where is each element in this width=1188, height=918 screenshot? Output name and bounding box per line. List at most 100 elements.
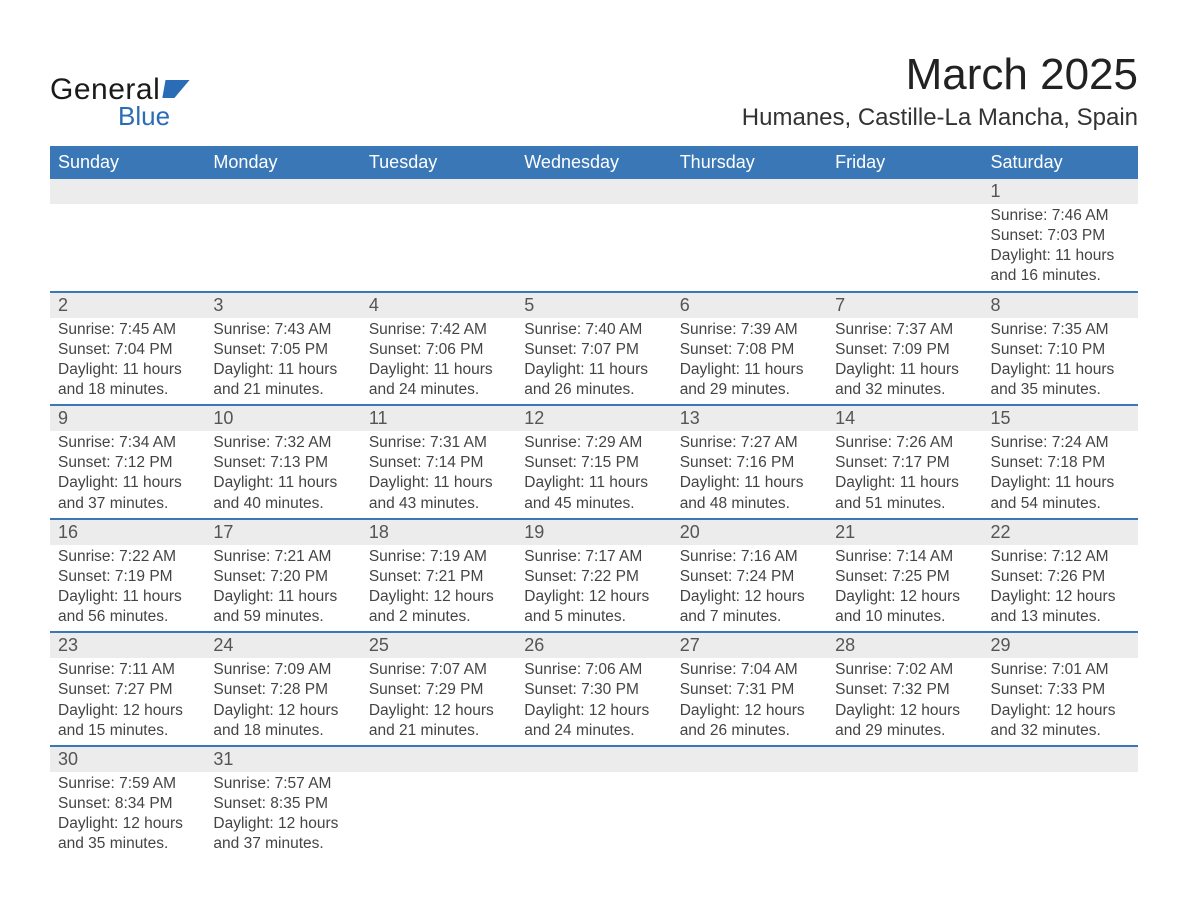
calendar-header-row: SundayMondayTuesdayWednesdayThursdayFrid… <box>50 146 1138 179</box>
calendar-day-cell: 1Sunrise: 7:46 AMSunset: 7:03 PMDaylight… <box>983 179 1138 292</box>
sunset-text: Sunset: 7:07 PM <box>524 340 663 360</box>
daylight-text-1: Daylight: 12 hours <box>369 587 508 607</box>
day-number <box>361 179 516 204</box>
page-header: General Blue March 2025 Humanes, Castill… <box>50 50 1138 132</box>
daylight-text-2: and 24 minutes. <box>369 380 508 400</box>
day-data <box>205 204 360 291</box>
day-number: 29 <box>983 633 1138 658</box>
day-header: Sunday <box>50 146 205 179</box>
sunrise-text: Sunrise: 7:57 AM <box>213 774 352 794</box>
logo: General Blue <box>50 73 188 132</box>
day-number: 18 <box>361 520 516 545</box>
calendar-day-cell: 10Sunrise: 7:32 AMSunset: 7:13 PMDayligh… <box>205 405 360 519</box>
sunrise-text: Sunrise: 7:09 AM <box>213 660 352 680</box>
sunrise-text: Sunrise: 7:29 AM <box>524 433 663 453</box>
daylight-text-1: Daylight: 12 hours <box>991 587 1130 607</box>
day-header: Wednesday <box>516 146 671 179</box>
calendar-week-row: 1Sunrise: 7:46 AMSunset: 7:03 PMDaylight… <box>50 179 1138 292</box>
sunset-text: Sunset: 7:32 PM <box>835 680 974 700</box>
calendar-week-row: 16Sunrise: 7:22 AMSunset: 7:19 PMDayligh… <box>50 519 1138 633</box>
sunrise-text: Sunrise: 7:17 AM <box>524 547 663 567</box>
calendar-day-cell: 8Sunrise: 7:35 AMSunset: 7:10 PMDaylight… <box>983 292 1138 406</box>
daylight-text-2: and 54 minutes. <box>991 494 1130 514</box>
daylight-text-2: and 29 minutes. <box>835 721 974 741</box>
calendar-day-cell: 15Sunrise: 7:24 AMSunset: 7:18 PMDayligh… <box>983 405 1138 519</box>
day-number: 19 <box>516 520 671 545</box>
day-number: 14 <box>827 406 982 431</box>
sunset-text: Sunset: 7:22 PM <box>524 567 663 587</box>
sunset-text: Sunset: 7:19 PM <box>58 567 197 587</box>
sunset-text: Sunset: 8:34 PM <box>58 794 197 814</box>
calendar-day-cell <box>983 746 1138 859</box>
sunset-text: Sunset: 7:30 PM <box>524 680 663 700</box>
day-data: Sunrise: 7:35 AMSunset: 7:10 PMDaylight:… <box>983 318 1138 405</box>
calendar-day-cell: 9Sunrise: 7:34 AMSunset: 7:12 PMDaylight… <box>50 405 205 519</box>
daylight-text-1: Daylight: 12 hours <box>680 701 819 721</box>
sunset-text: Sunset: 7:27 PM <box>58 680 197 700</box>
sunrise-text: Sunrise: 7:31 AM <box>369 433 508 453</box>
sunset-text: Sunset: 7:25 PM <box>835 567 974 587</box>
daylight-text-1: Daylight: 11 hours <box>524 473 663 493</box>
daylight-text-1: Daylight: 11 hours <box>58 360 197 380</box>
sunset-text: Sunset: 7:14 PM <box>369 453 508 473</box>
daylight-text-1: Daylight: 11 hours <box>991 360 1130 380</box>
day-number: 4 <box>361 293 516 318</box>
daylight-text-2: and 32 minutes. <box>835 380 974 400</box>
calendar-day-cell: 12Sunrise: 7:29 AMSunset: 7:15 PMDayligh… <box>516 405 671 519</box>
day-data: Sunrise: 7:57 AMSunset: 8:35 PMDaylight:… <box>205 772 360 859</box>
calendar-day-cell: 27Sunrise: 7:04 AMSunset: 7:31 PMDayligh… <box>672 632 827 746</box>
daylight-text-2: and 2 minutes. <box>369 607 508 627</box>
day-number: 28 <box>827 633 982 658</box>
day-data: Sunrise: 7:09 AMSunset: 7:28 PMDaylight:… <box>205 658 360 745</box>
day-number <box>516 747 671 772</box>
calendar-day-cell <box>516 179 671 292</box>
calendar-day-cell: 19Sunrise: 7:17 AMSunset: 7:22 PMDayligh… <box>516 519 671 633</box>
day-number <box>672 747 827 772</box>
sunrise-text: Sunrise: 7:35 AM <box>991 320 1130 340</box>
calendar-week-row: 30Sunrise: 7:59 AMSunset: 8:34 PMDayligh… <box>50 746 1138 859</box>
calendar-day-cell: 6Sunrise: 7:39 AMSunset: 7:08 PMDaylight… <box>672 292 827 406</box>
day-number <box>361 747 516 772</box>
daylight-text-2: and 26 minutes. <box>524 380 663 400</box>
day-header: Monday <box>205 146 360 179</box>
daylight-text-1: Daylight: 11 hours <box>213 360 352 380</box>
day-data <box>50 204 205 291</box>
sunrise-text: Sunrise: 7:37 AM <box>835 320 974 340</box>
calendar-body: 1Sunrise: 7:46 AMSunset: 7:03 PMDaylight… <box>50 179 1138 858</box>
day-data: Sunrise: 7:42 AMSunset: 7:06 PMDaylight:… <box>361 318 516 405</box>
sunrise-text: Sunrise: 7:32 AM <box>213 433 352 453</box>
daylight-text-2: and 48 minutes. <box>680 494 819 514</box>
day-number: 25 <box>361 633 516 658</box>
day-data: Sunrise: 7:02 AMSunset: 7:32 PMDaylight:… <box>827 658 982 745</box>
day-data: Sunrise: 7:22 AMSunset: 7:19 PMDaylight:… <box>50 545 205 632</box>
day-data: Sunrise: 7:37 AMSunset: 7:09 PMDaylight:… <box>827 318 982 405</box>
day-data <box>516 204 671 291</box>
sunset-text: Sunset: 7:08 PM <box>680 340 819 360</box>
sunset-text: Sunset: 7:18 PM <box>991 453 1130 473</box>
daylight-text-2: and 10 minutes. <box>835 607 974 627</box>
sunset-text: Sunset: 7:17 PM <box>835 453 974 473</box>
sunrise-text: Sunrise: 7:21 AM <box>213 547 352 567</box>
sunrise-text: Sunrise: 7:59 AM <box>58 774 197 794</box>
daylight-text-1: Daylight: 11 hours <box>58 587 197 607</box>
calendar-day-cell: 2Sunrise: 7:45 AMSunset: 7:04 PMDaylight… <box>50 292 205 406</box>
day-data: Sunrise: 7:12 AMSunset: 7:26 PMDaylight:… <box>983 545 1138 632</box>
daylight-text-1: Daylight: 12 hours <box>213 814 352 834</box>
day-number: 21 <box>827 520 982 545</box>
calendar-day-cell: 4Sunrise: 7:42 AMSunset: 7:06 PMDaylight… <box>361 292 516 406</box>
calendar-week-row: 2Sunrise: 7:45 AMSunset: 7:04 PMDaylight… <box>50 292 1138 406</box>
daylight-text-2: and 18 minutes. <box>58 380 197 400</box>
day-data: Sunrise: 7:16 AMSunset: 7:24 PMDaylight:… <box>672 545 827 632</box>
sunrise-text: Sunrise: 7:11 AM <box>58 660 197 680</box>
sunset-text: Sunset: 7:21 PM <box>369 567 508 587</box>
daylight-text-1: Daylight: 11 hours <box>213 587 352 607</box>
day-number: 12 <box>516 406 671 431</box>
daylight-text-1: Daylight: 11 hours <box>680 473 819 493</box>
sunset-text: Sunset: 7:20 PM <box>213 567 352 587</box>
daylight-text-2: and 32 minutes. <box>991 721 1130 741</box>
day-number <box>50 179 205 204</box>
daylight-text-1: Daylight: 12 hours <box>369 701 508 721</box>
daylight-text-1: Daylight: 11 hours <box>369 473 508 493</box>
logo-triangle-icon <box>163 80 190 98</box>
daylight-text-1: Daylight: 11 hours <box>991 246 1130 266</box>
